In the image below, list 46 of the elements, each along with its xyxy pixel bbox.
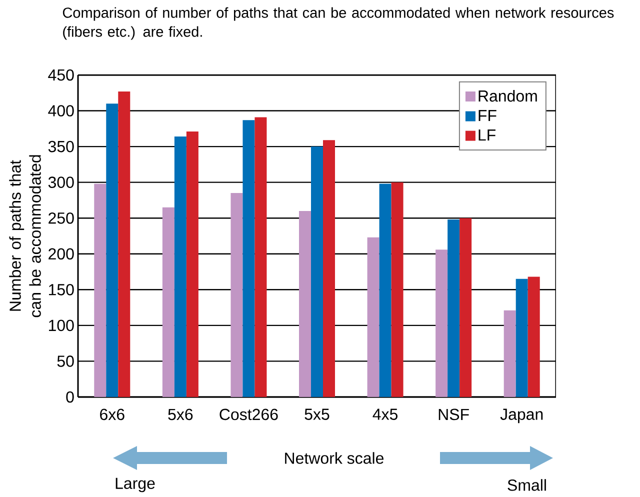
y-tick-label: 350 — [48, 140, 74, 152]
y-tick-label: 150 — [49, 284, 74, 296]
legend-label: Random — [478, 90, 537, 102]
bar — [94, 184, 106, 397]
text: Small — [508, 479, 546, 491]
bar — [391, 182, 404, 397]
legend-label: FF — [478, 110, 496, 122]
bar — [516, 278, 528, 397]
bar — [254, 117, 267, 397]
bar — [106, 104, 118, 397]
x-tick-label: Japan — [500, 408, 543, 424]
y-tick-label: 450 — [48, 69, 74, 81]
x-tick-label: 5x6 — [168, 408, 193, 420]
bar — [323, 140, 335, 397]
y-tick-label: 0 — [66, 391, 74, 403]
x-tick-label: 6x6 — [100, 408, 124, 420]
y-tick-label: 400 — [48, 105, 74, 116]
bar — [186, 132, 198, 397]
x-tick-label: 5x5 — [304, 408, 330, 420]
text: Large — [116, 478, 155, 492]
x-tick-label: 4x5 — [372, 408, 398, 420]
x-axis-title: Network scale — [285, 452, 384, 464]
bar — [230, 193, 243, 397]
bar — [528, 276, 540, 397]
chart-title: Comparison of number of paths that can be accommodated when network resources (fibers etc.) are fixed. — [62, 7, 614, 40]
bar — [436, 250, 448, 397]
bar — [299, 210, 311, 397]
bar — [504, 310, 516, 397]
bar — [367, 237, 380, 397]
bar — [460, 218, 472, 397]
y-tick-label: 100 — [49, 320, 74, 332]
bar — [242, 120, 255, 397]
y-tick-label: 300 — [48, 176, 74, 188]
bar — [174, 136, 186, 397]
y-axis-title: Number of paths that can be accommodated — [9, 155, 41, 318]
x-tick-label: Cost266 — [220, 408, 278, 420]
y-tick-label: 200 — [48, 248, 74, 260]
legend-label: LF — [478, 130, 496, 141]
bar — [118, 91, 130, 397]
y-tick-label: 50 — [57, 356, 74, 367]
bar — [448, 220, 460, 397]
x-tick-label: NSF — [438, 408, 469, 420]
bar — [162, 207, 174, 397]
bar — [379, 184, 392, 397]
bar — [311, 146, 323, 397]
y-tick-label: 250 — [48, 212, 74, 224]
